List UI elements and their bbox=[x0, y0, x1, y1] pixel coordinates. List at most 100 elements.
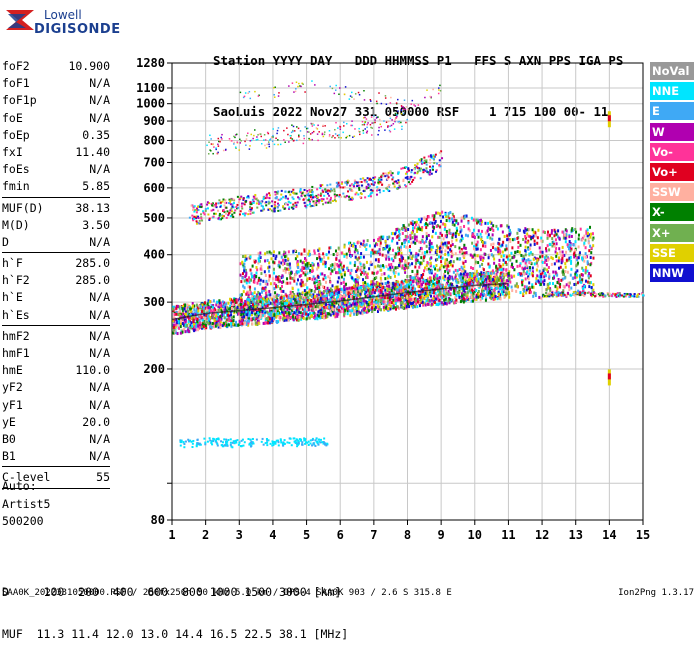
echo-point bbox=[455, 299, 457, 302]
echo-point bbox=[544, 261, 546, 264]
echo-point bbox=[490, 278, 492, 281]
echo-point bbox=[502, 231, 504, 234]
echo-point bbox=[457, 281, 459, 284]
echo-point bbox=[545, 249, 547, 252]
echo-point bbox=[482, 244, 484, 247]
echo-point bbox=[506, 234, 508, 237]
echo-point bbox=[428, 286, 430, 289]
echo-point bbox=[183, 441, 185, 443]
echo-point bbox=[301, 314, 303, 317]
echo-point bbox=[227, 314, 229, 317]
echo-point bbox=[532, 253, 534, 256]
echo-point bbox=[239, 320, 241, 323]
echo-point bbox=[316, 295, 318, 298]
echo-point bbox=[269, 317, 271, 320]
echo-point bbox=[522, 293, 524, 296]
echo-point bbox=[406, 295, 408, 298]
echo-point bbox=[258, 279, 260, 282]
y-tick-label: 300 bbox=[143, 295, 165, 309]
echo-point bbox=[185, 441, 187, 443]
echo-point bbox=[269, 296, 271, 299]
echo-point bbox=[291, 444, 293, 446]
echo-point bbox=[415, 299, 417, 302]
echo-point bbox=[255, 266, 257, 269]
echo-point bbox=[540, 280, 542, 283]
echo-point bbox=[186, 324, 188, 327]
echo-point bbox=[251, 322, 253, 325]
echo-point bbox=[477, 293, 479, 296]
y-tick-label: 1100 bbox=[136, 81, 165, 95]
echo-point bbox=[189, 440, 191, 442]
echo-point bbox=[270, 313, 272, 316]
echo-point bbox=[481, 263, 483, 266]
echo-point bbox=[231, 307, 233, 310]
echo-point bbox=[260, 267, 262, 270]
echo-point bbox=[300, 279, 302, 282]
echo-point bbox=[273, 268, 275, 271]
echo-point bbox=[338, 264, 340, 267]
echo-point bbox=[240, 299, 242, 302]
echo-point bbox=[467, 234, 469, 237]
echo-point bbox=[455, 219, 457, 222]
echo-point bbox=[280, 296, 282, 299]
echo-point bbox=[398, 252, 400, 255]
echo-point bbox=[476, 274, 478, 277]
echo-point bbox=[585, 252, 587, 255]
x-tick-label: 8 bbox=[404, 528, 411, 542]
x-tick-label: 7 bbox=[370, 528, 377, 542]
echo-point bbox=[482, 241, 484, 244]
echo-point bbox=[309, 305, 311, 308]
echo-point bbox=[408, 224, 410, 227]
echo-point bbox=[427, 299, 429, 302]
echo-point bbox=[328, 312, 330, 315]
echo-point bbox=[395, 302, 397, 305]
echo-point bbox=[204, 301, 206, 304]
echo-point bbox=[278, 444, 280, 446]
echo-point bbox=[344, 301, 346, 304]
echo-point bbox=[208, 306, 210, 309]
echo-point bbox=[394, 256, 396, 259]
echo-point bbox=[425, 303, 427, 306]
echo-point bbox=[472, 267, 474, 270]
echo-point bbox=[548, 275, 550, 278]
echo-point bbox=[385, 240, 387, 243]
echo-point bbox=[476, 270, 478, 273]
echo-point bbox=[537, 229, 539, 232]
echo-point bbox=[410, 281, 412, 284]
echo-point bbox=[431, 235, 433, 238]
echo-point bbox=[370, 261, 372, 264]
echo-point bbox=[219, 326, 221, 329]
echo-point bbox=[343, 265, 345, 268]
echo-point bbox=[453, 289, 455, 292]
echo-point bbox=[247, 438, 249, 440]
echo-point bbox=[226, 306, 228, 309]
echo-point bbox=[439, 212, 441, 215]
echo-point bbox=[290, 438, 292, 440]
echo-point bbox=[232, 303, 234, 306]
echo-point bbox=[492, 246, 494, 249]
echo-point bbox=[244, 255, 246, 258]
echo-point bbox=[579, 251, 581, 254]
echo-point bbox=[489, 221, 491, 224]
echo-point bbox=[301, 253, 303, 256]
echo-point bbox=[398, 230, 400, 233]
echo-point bbox=[238, 442, 240, 444]
echo-point bbox=[398, 297, 400, 300]
echo-point bbox=[245, 272, 247, 275]
echo-point bbox=[461, 250, 463, 253]
echo-point bbox=[390, 263, 392, 266]
echo-point bbox=[364, 307, 366, 310]
echo-point bbox=[431, 222, 433, 225]
echo-point bbox=[480, 298, 482, 301]
echo-point bbox=[509, 281, 511, 284]
echo-point bbox=[570, 256, 572, 259]
echo-point bbox=[193, 329, 195, 332]
echo-point bbox=[382, 254, 384, 257]
echo-point bbox=[222, 445, 224, 447]
echo-point bbox=[297, 444, 299, 446]
echo-point bbox=[577, 281, 579, 284]
echo-point bbox=[326, 253, 328, 256]
echo-point bbox=[180, 441, 182, 443]
echo-point bbox=[461, 217, 463, 220]
echo-point bbox=[219, 323, 221, 326]
